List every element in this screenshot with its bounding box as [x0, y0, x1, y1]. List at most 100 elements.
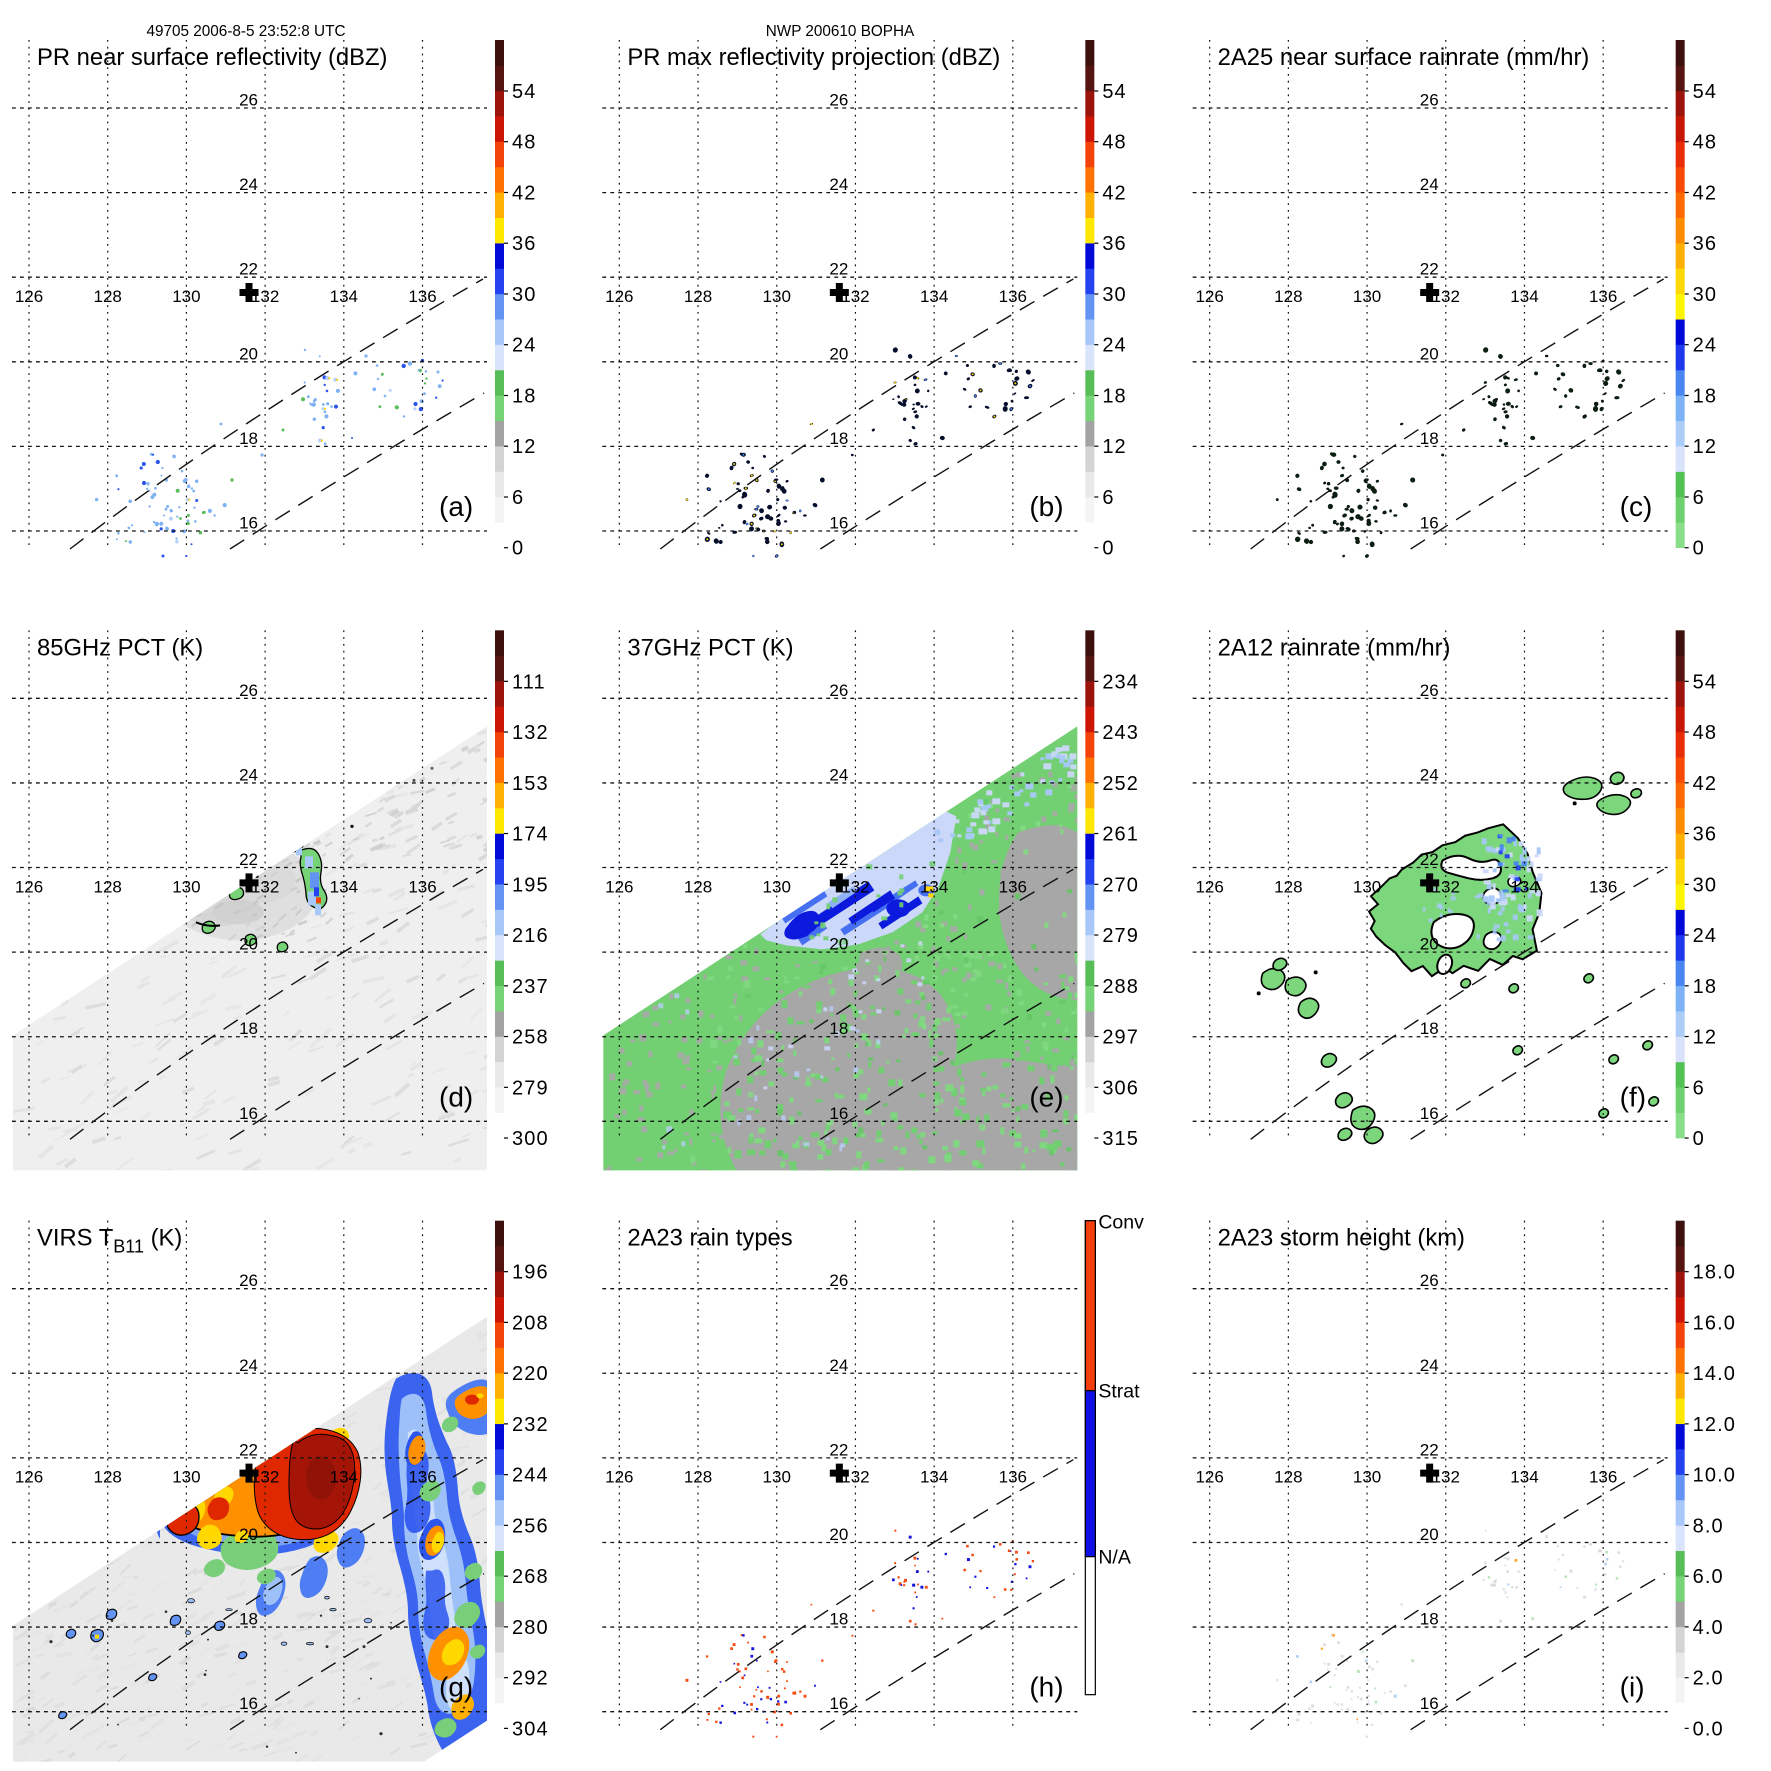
svg-text:54: 54: [1693, 81, 1717, 103]
svg-text:315: 315: [1102, 1128, 1139, 1150]
svg-text:130: 130: [172, 1468, 200, 1487]
svg-text:130: 130: [1353, 877, 1381, 896]
svg-text:16.0: 16.0: [1693, 1312, 1736, 1334]
svg-text:42: 42: [1693, 773, 1717, 795]
svg-text:18: 18: [239, 429, 258, 448]
svg-text:134: 134: [1510, 287, 1538, 306]
svg-text:130: 130: [1353, 1468, 1381, 1487]
svg-text:24: 24: [829, 1356, 848, 1375]
svg-text:220: 220: [512, 1363, 549, 1385]
svg-text:20: 20: [1420, 344, 1439, 363]
svg-text:130: 130: [763, 877, 791, 896]
svg-text:20: 20: [1420, 935, 1439, 954]
svg-text:0.0: 0.0: [1693, 1718, 1724, 1740]
svg-text:18: 18: [829, 429, 848, 448]
svg-text:237: 237: [512, 976, 549, 998]
svg-text:279: 279: [512, 1077, 549, 1099]
svg-text:136: 136: [1589, 1468, 1617, 1487]
svg-text:12.0: 12.0: [1693, 1414, 1736, 1436]
svg-text:134: 134: [1510, 1468, 1538, 1487]
svg-text:20: 20: [829, 935, 848, 954]
svg-text:2A23 storm height (km): 2A23 storm height (km): [1218, 1225, 1465, 1252]
svg-text:126: 126: [605, 287, 633, 306]
svg-text:16: 16: [1420, 514, 1439, 533]
svg-text:126: 126: [605, 877, 633, 896]
svg-text:(g): (g): [439, 1672, 473, 1703]
svg-text:VIRS TB11 (K): VIRS TB11 (K): [37, 1225, 182, 1257]
svg-text:126: 126: [1195, 877, 1223, 896]
svg-text:128: 128: [1274, 287, 1302, 306]
svg-text:37GHz PCT (K): 37GHz PCT (K): [627, 634, 793, 661]
svg-text:26: 26: [1420, 681, 1439, 700]
svg-text:128: 128: [94, 1468, 122, 1487]
svg-text:0: 0: [512, 538, 524, 560]
svg-text:18: 18: [239, 1019, 258, 1038]
svg-text:208: 208: [512, 1312, 549, 1334]
svg-text:126: 126: [15, 287, 43, 306]
svg-text:216: 216: [512, 925, 549, 947]
svg-text:18: 18: [1420, 429, 1439, 448]
svg-text:26: 26: [239, 1271, 258, 1290]
svg-text:126: 126: [1195, 287, 1223, 306]
svg-text:16: 16: [239, 1104, 258, 1123]
svg-text:6: 6: [1693, 1077, 1705, 1099]
svg-text:18: 18: [1693, 976, 1717, 998]
svg-text:18: 18: [1420, 1019, 1439, 1038]
svg-text:26: 26: [1420, 1271, 1439, 1290]
svg-text:12: 12: [1693, 1027, 1717, 1049]
svg-text:6: 6: [512, 487, 524, 509]
svg-text:134: 134: [920, 287, 948, 306]
svg-text:22: 22: [829, 1440, 848, 1459]
svg-text:18.0: 18.0: [1693, 1262, 1736, 1284]
svg-text:(f): (f): [1620, 1081, 1646, 1112]
svg-text:196: 196: [512, 1262, 549, 1284]
svg-text:22: 22: [829, 850, 848, 869]
svg-text:0: 0: [1102, 538, 1114, 560]
svg-text:22: 22: [829, 260, 848, 279]
svg-text:(i): (i): [1620, 1672, 1645, 1703]
svg-text:26: 26: [239, 681, 258, 700]
svg-text:48: 48: [1102, 132, 1126, 154]
svg-text:30: 30: [512, 284, 536, 306]
svg-text:261: 261: [1102, 824, 1139, 846]
svg-text:24: 24: [1693, 335, 1717, 357]
svg-text:111: 111: [512, 671, 546, 693]
svg-text:30: 30: [1693, 284, 1717, 306]
svg-text:18: 18: [512, 386, 536, 408]
svg-text:10.0: 10.0: [1693, 1465, 1736, 1487]
svg-text:134: 134: [330, 287, 358, 306]
svg-text:134: 134: [330, 1468, 358, 1487]
svg-text:22: 22: [239, 1440, 258, 1459]
svg-text:6: 6: [1693, 487, 1705, 509]
svg-text:306: 306: [1102, 1077, 1139, 1099]
svg-text:0: 0: [1693, 538, 1705, 560]
svg-text:256: 256: [512, 1515, 549, 1537]
svg-text:(c): (c): [1620, 491, 1653, 522]
svg-text:24: 24: [239, 175, 258, 194]
svg-text:24: 24: [1420, 1356, 1439, 1375]
svg-text:304: 304: [512, 1718, 549, 1740]
svg-text:126: 126: [15, 1468, 43, 1487]
svg-text:0: 0: [1693, 1128, 1705, 1150]
svg-text:252: 252: [1102, 773, 1139, 795]
svg-text:130: 130: [172, 877, 200, 896]
svg-text:128: 128: [684, 287, 712, 306]
svg-text:20: 20: [1420, 1525, 1439, 1544]
svg-text:(e): (e): [1029, 1081, 1063, 1112]
svg-text:12: 12: [512, 436, 536, 458]
svg-text:Strat: Strat: [1098, 1381, 1140, 1403]
svg-text:130: 130: [763, 287, 791, 306]
svg-text:244: 244: [512, 1465, 549, 1487]
svg-text:Conv: Conv: [1098, 1212, 1144, 1234]
svg-text:54: 54: [1693, 671, 1717, 693]
svg-text:36: 36: [512, 233, 536, 255]
svg-text:54: 54: [512, 81, 536, 103]
svg-text:24: 24: [512, 335, 536, 357]
svg-text:26: 26: [1420, 91, 1439, 110]
svg-text:(h): (h): [1029, 1672, 1063, 1703]
svg-text:30: 30: [1693, 874, 1717, 896]
svg-text:22: 22: [1420, 850, 1439, 869]
svg-text:2.0: 2.0: [1693, 1668, 1724, 1690]
svg-text:136: 136: [1589, 287, 1617, 306]
svg-text:130: 130: [1353, 287, 1381, 306]
